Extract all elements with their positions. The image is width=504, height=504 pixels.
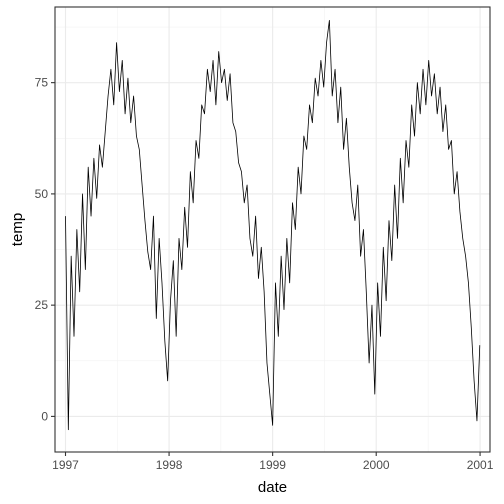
y-tick-label: 75 bbox=[35, 76, 49, 90]
x-tick-label: 2000 bbox=[363, 458, 390, 472]
x-tick-label: 1998 bbox=[156, 458, 183, 472]
y-tick-label: 50 bbox=[35, 187, 49, 201]
y-axis: 0 25 50 75 bbox=[35, 76, 55, 423]
y-tick-label: 25 bbox=[35, 298, 49, 312]
y-axis-title: temp bbox=[9, 213, 26, 246]
x-tick-label: 2001 bbox=[467, 458, 494, 472]
y-tick-label: 0 bbox=[41, 409, 48, 423]
x-axis-title: date bbox=[258, 479, 287, 496]
major-gridlines bbox=[55, 7, 490, 452]
x-tick-label: 1999 bbox=[259, 458, 286, 472]
x-tick-label: 1997 bbox=[52, 458, 79, 472]
x-axis: 1997 1998 1999 2000 2001 bbox=[52, 452, 494, 472]
temperature-series-line bbox=[65, 19, 481, 431]
